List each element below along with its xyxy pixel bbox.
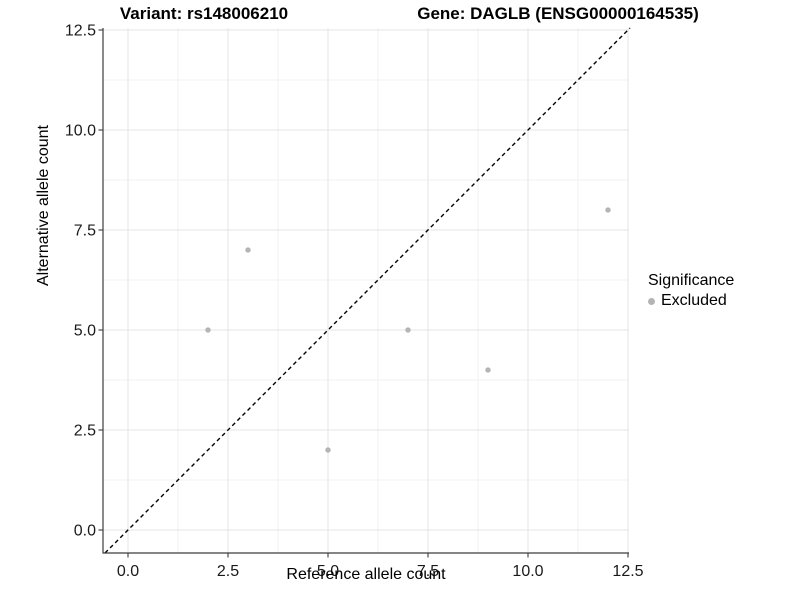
legend-entry: Excluded <box>648 291 798 311</box>
data-point <box>405 327 411 333</box>
x-tick-label: 5.0 <box>317 563 339 580</box>
data-point <box>485 367 491 373</box>
x-tick-label: 0.0 <box>117 563 139 580</box>
x-tick-label: 2.5 <box>217 563 239 580</box>
y-tick-label: 10.0 <box>65 123 96 140</box>
data-point <box>245 247 251 253</box>
legend-title: Significance <box>648 272 735 289</box>
x-tick-label: 12.5 <box>612 563 643 580</box>
y-tick-label: 2.5 <box>74 423 96 440</box>
y-tick-label: 7.5 <box>74 223 96 240</box>
x-tick-label: 10.0 <box>512 563 543 580</box>
variant-title: Variant: rs148006210 <box>119 4 289 23</box>
data-point <box>325 447 331 453</box>
y-tick-label: 5.0 <box>74 323 96 340</box>
legend: Significance Excluded <box>648 271 798 311</box>
data-point <box>605 207 611 213</box>
gene-title: Gene: DAGLB (ENSG00000164535) <box>417 4 699 23</box>
x-tick-label: 7.5 <box>417 563 439 580</box>
identity-line <box>104 27 631 554</box>
legend-entry-label: Excluded <box>661 292 727 309</box>
legend-key-dot-icon <box>648 297 655 305</box>
x-axis-label: Reference allele count <box>286 566 446 583</box>
y-tick-label: 0.0 <box>74 523 96 540</box>
data-point <box>205 327 211 333</box>
y-tick-label: 12.5 <box>65 23 96 40</box>
